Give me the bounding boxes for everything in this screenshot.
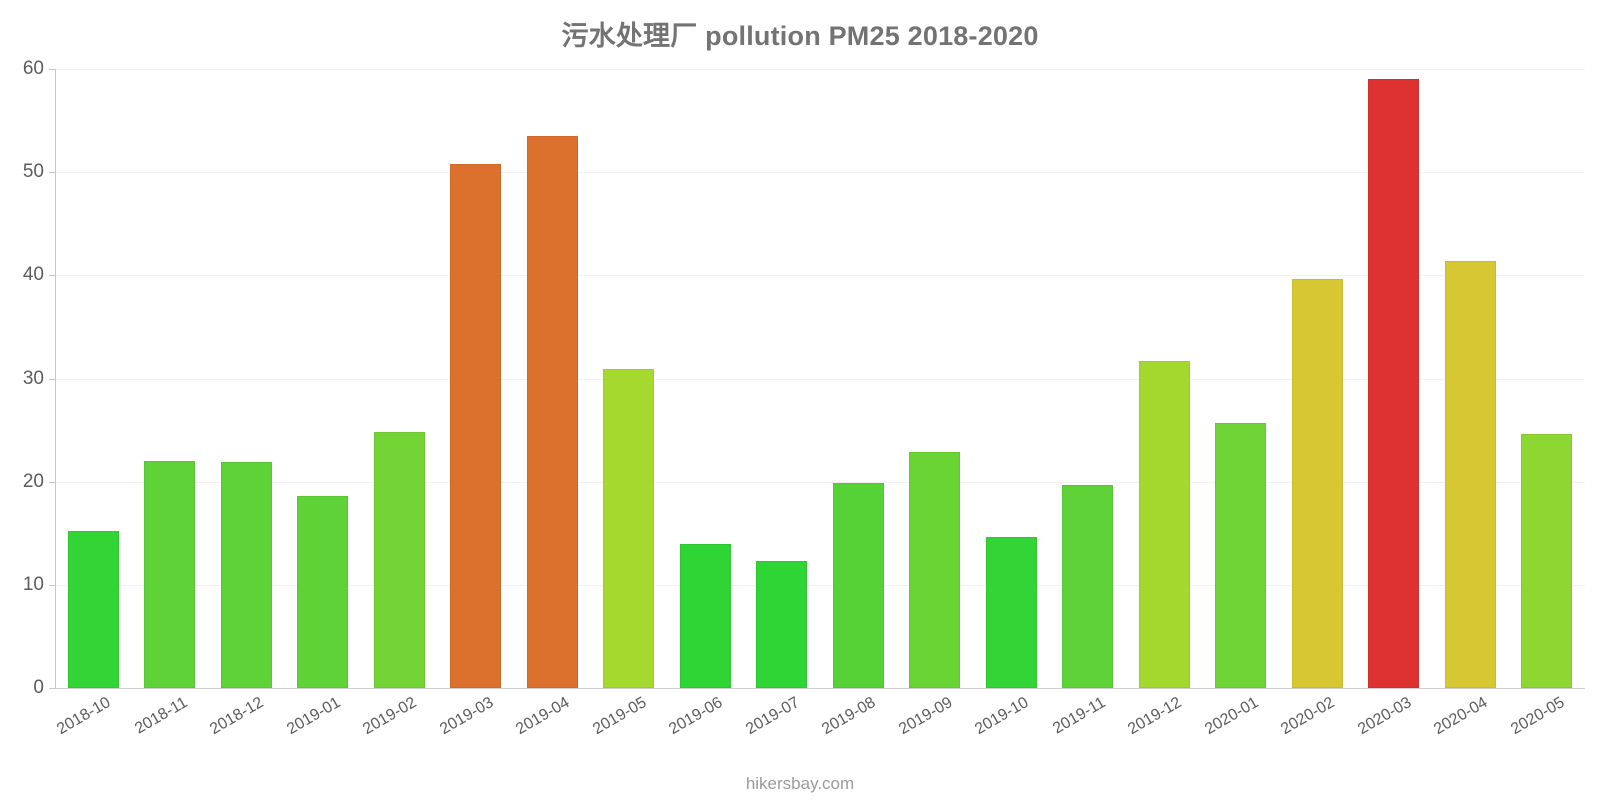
bar[interactable] [1444,260,1496,688]
y-axis-line [55,69,56,689]
x-tick-label: 2019-03 [436,694,497,739]
bar[interactable] [1138,360,1190,688]
grid-layer [55,69,1585,689]
gridline-60 [55,69,1585,70]
x-tick-label: 2018-10 [54,694,114,739]
x-tick-label: 2019-04 [513,694,573,739]
x-tick-label: 2019-12 [1125,694,1185,739]
gridline-0 [55,688,1585,689]
bar[interactable] [526,136,578,688]
bar[interactable] [67,531,119,688]
x-tick-label: 2018-12 [207,694,267,739]
bar[interactable] [985,537,1037,688]
x-tick-label: 2019-06 [666,694,726,739]
x-tick-label: 2019-10 [972,694,1032,739]
gridline-30 [55,378,1585,380]
bar[interactable] [832,482,884,688]
bar[interactable] [1368,79,1420,688]
x-tick-label: 2020-05 [1507,694,1568,739]
x-tick-label: 2019-05 [589,694,650,739]
gridline-50 [55,172,1585,174]
bar[interactable] [603,369,655,688]
plot-area [55,69,1585,689]
bar[interactable] [1521,434,1573,688]
source-watermark: hikersbay.com [745,774,855,793]
x-tick-label: 2020-03 [1354,694,1415,739]
y-tick-label: 40 [22,264,44,286]
bar[interactable] [1291,279,1343,688]
x-tick-label: 2020-01 [1201,694,1262,739]
gridline-20 [55,481,1585,483]
x-tick-label: 2019-08 [819,694,879,739]
x-tick-label: 2019-09 [895,694,956,739]
x-tick-label: 2019-07 [742,694,803,739]
bars-layer [55,69,1585,688]
x-tick-label: 2020-04 [1431,694,1491,739]
bar[interactable] [1062,484,1114,688]
bar[interactable] [297,496,349,688]
x-tick-label: 2019-01 [283,694,344,739]
bar[interactable] [679,543,731,688]
y-tick-label: 0 [33,677,44,698]
bar[interactable] [756,561,808,688]
bar[interactable] [144,461,196,688]
x-tick-label: 2019-11 [1049,694,1109,738]
bar[interactable] [373,432,425,688]
x-tick-label: 2018-11 [131,694,191,738]
y-tick-label: 60 [22,58,44,79]
bar[interactable] [909,451,961,688]
gridline-40 [55,275,1585,277]
x-tick-label: 2019-02 [360,694,420,739]
bar[interactable] [1215,422,1267,688]
x-tick-label: 2020-02 [1278,694,1338,739]
bar[interactable] [450,163,502,688]
y-tick-label: 50 [22,161,44,183]
chart-title: 污水处理厂 pollution PM25 2018-2020 [561,21,1039,51]
y-tick-label: 20 [22,470,44,492]
y-tick-label: 30 [22,367,44,389]
gridline-10 [55,584,1585,586]
y-tick-label: 10 [22,573,44,595]
bar[interactable] [220,462,272,688]
